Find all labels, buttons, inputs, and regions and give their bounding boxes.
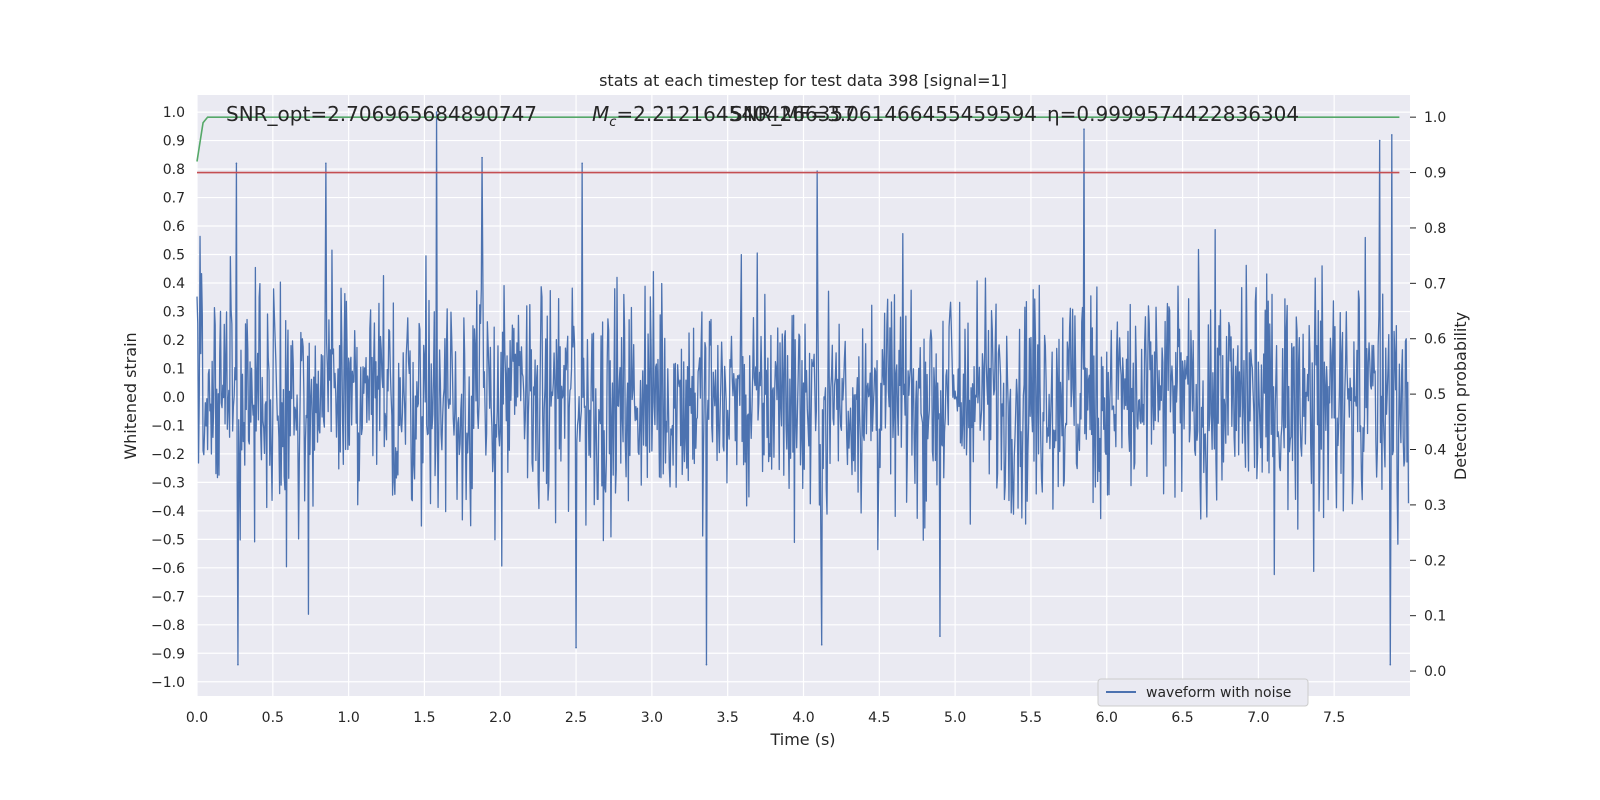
- y2-tick-label-1: 0.9: [1424, 166, 1446, 182]
- waveform-trough-1: [575, 646, 577, 649]
- x-tick-label-1: 0.5: [262, 710, 284, 726]
- x-tick-label-12: 6.0: [1096, 710, 1118, 726]
- y-tick-label-16: −0.6: [151, 561, 185, 577]
- waveform-peak-1: [325, 162, 327, 165]
- x-tick-labels: 0.0 0.5 1.0 1.5 2.0 2.5 3.0 3.5 4.0 4.5 5.0 5.5 6.0 6…: [186, 710, 1345, 726]
- y2-tick-label-4: 0.6: [1424, 332, 1446, 348]
- x-tick-label-13: 6.5: [1171, 710, 1193, 726]
- x-tick-label-7: 3.5: [717, 710, 739, 726]
- y-tick-label-4: 0.6: [163, 219, 185, 235]
- series-waveform-with-noise: [196, 111, 1410, 666]
- chart-title: stats at each timestep for test data 398…: [599, 71, 1007, 90]
- y-tick-label-5: 0.5: [163, 248, 185, 264]
- y2-tick-label-10: 0.0: [1424, 664, 1446, 680]
- annotation-chirp-mass: Mc=2.2121645404266357: [592, 102, 856, 130]
- y-tick-label-17: −0.7: [151, 589, 185, 605]
- x-tick-label-9: 4.5: [868, 710, 890, 726]
- annotation-eta: η=0.9999574422836304: [1047, 102, 1299, 126]
- x-tick-label-11: 5.5: [1020, 710, 1042, 726]
- y-tick-label-12: −0.2: [151, 447, 185, 463]
- waveform-trough-0: [237, 663, 239, 666]
- waveform-trough-3: [820, 643, 823, 646]
- y2-tick-label-6: 0.4: [1424, 443, 1446, 459]
- y2-tick-label-8: 0.2: [1424, 553, 1446, 569]
- y2-tick-label-7: 0.3: [1424, 498, 1446, 514]
- legend: waveform with noise: [1097, 678, 1309, 707]
- y-tick-label-3: 0.7: [163, 191, 185, 207]
- y-tick-label-14: −0.4: [151, 504, 185, 520]
- y-tick-label-10: 0.0: [163, 390, 185, 406]
- waveform-trough-4: [939, 635, 941, 637]
- y-axis-label: Whitened strain: [121, 332, 140, 459]
- y-tick-label-1: 0.9: [163, 134, 185, 150]
- y2-tick-label-9: 0.1: [1424, 609, 1446, 625]
- y2-tick-label-2: 0.8: [1424, 221, 1446, 237]
- x-tick-label-2: 1.0: [337, 710, 359, 726]
- y-tick-label-18: −0.8: [151, 618, 185, 634]
- annotation-chirp-mass-subscript: c: [609, 115, 616, 130]
- y-tick-label-11: −0.1: [151, 418, 185, 434]
- waveform-peak-0: [235, 162, 238, 165]
- y-tick-label-13: −0.3: [151, 475, 185, 491]
- annotations: SNR_opt=2.706965684890747 Mc=2.212164540…: [226, 102, 1299, 130]
- y-tick-label-8: 0.2: [163, 333, 185, 349]
- x-tick-label-3: 1.5: [413, 710, 435, 726]
- waveform-trough-5: [1389, 663, 1392, 666]
- y-tick-label-9: 0.1: [163, 361, 185, 377]
- waveform-peak-3: [481, 156, 483, 159]
- x-tick-label-15: 7.5: [1323, 710, 1345, 726]
- y2-tick-label-0: 1.0: [1424, 110, 1446, 126]
- x-tick-label-6: 3.0: [641, 710, 663, 726]
- x-tick-label-8: 4.0: [792, 710, 814, 726]
- y-tick-labels: 1.0 0.9 0.8 0.7 0.6 0.5 0.4 0.3 0.2 0.1 0.0 −0.1 −0.…: [151, 105, 185, 691]
- x-tick-label-10: 5.0: [944, 710, 966, 726]
- x-tick-label-14: 7.0: [1247, 710, 1269, 726]
- waveform-peak-6: [1378, 139, 1381, 142]
- annotation-snr-opt: SNR_opt=2.706965684890747: [226, 102, 537, 126]
- waveform-peak-2: [435, 111, 438, 113]
- series-detection-probability: [196, 116, 1400, 162]
- x-tick-label-4: 2.0: [489, 710, 511, 726]
- y-tick-label-0: 1.0: [163, 105, 185, 121]
- y-tick-label-20: −1.0: [151, 675, 185, 691]
- y-tick-label-15: −0.5: [151, 532, 185, 548]
- y2-tick-label-5: 0.5: [1424, 387, 1446, 403]
- waveform-trough-2: [705, 663, 708, 666]
- x-tick-label-0: 0.0: [186, 710, 208, 726]
- y-tick-label-6: 0.4: [163, 276, 185, 292]
- y2-axis-label: Detection probability: [1451, 312, 1470, 480]
- y-tick-label-19: −0.9: [151, 646, 185, 662]
- legend-label-waveform: waveform with noise: [1146, 685, 1291, 701]
- waveform-peak-4: [581, 162, 583, 165]
- x-tick-label-5: 2.5: [565, 710, 587, 726]
- annotation-chirp-mass-value: =2.2121645404266357: [616, 102, 855, 126]
- annotation-chirp-mass-symbol: M: [592, 102, 609, 126]
- x-axis-label: Time (s): [769, 730, 835, 749]
- y2-tick-label-3: 0.7: [1424, 276, 1446, 292]
- annotation-snr-mf: SNR_MF=3.061466455459594: [730, 102, 1037, 126]
- y-tick-label-2: 0.8: [163, 162, 185, 178]
- waveform-peak-5: [1083, 128, 1085, 130]
- legend-box: [1097, 678, 1309, 707]
- waveform-peak-7: [1391, 134, 1393, 136]
- series-layer: [196, 111, 1410, 666]
- y-tick-label-7: 0.3: [163, 304, 185, 320]
- y2-tick-labels: 1.0 0.9 0.8 0.7 0.6 0.5 0.4 0.3 0.2 0.1 0.0: [1410, 110, 1446, 680]
